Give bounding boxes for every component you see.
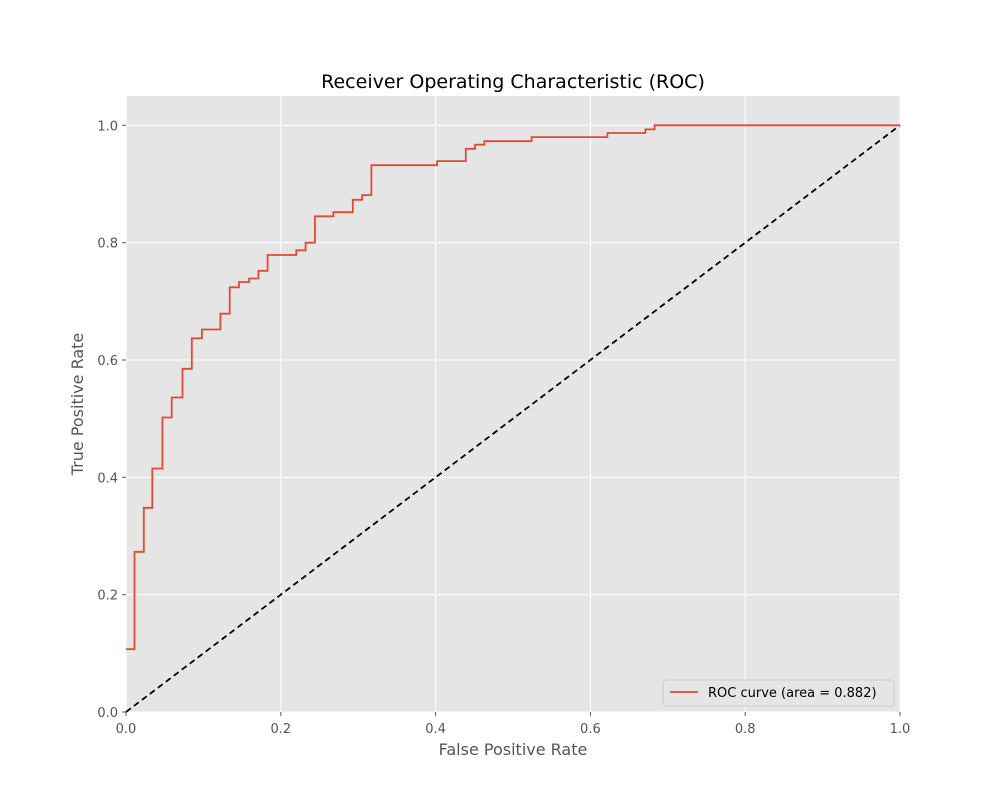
- y-tick-label: 0.8: [97, 237, 118, 252]
- legend-box: [662, 679, 895, 707]
- x-tick-label: 0.0: [116, 722, 137, 737]
- x-tick-label: 0.4: [425, 722, 446, 737]
- x-tick-label: 0.2: [270, 722, 291, 737]
- tick-labels: 0.0 0.2 0.4 0.6 0.8 1.0 0.0 0.2 0.4 0.6 0.8 1.0: [97, 119, 910, 737]
- x-axis-label: False Positive Rate: [439, 740, 588, 759]
- y-tick-label: 0.6: [97, 354, 118, 369]
- chance-diagonal-line: [125, 124, 901, 713]
- plot-background: [126, 96, 900, 712]
- series-layer: [125, 124, 901, 713]
- y-tick-label: 0.4: [97, 471, 118, 486]
- x-tick-label: 0.6: [580, 722, 601, 737]
- y-axis-label: True Positive Rate: [68, 333, 87, 477]
- chart-title: Receiver Operating Characteristic (ROC): [321, 71, 705, 93]
- legend: ROC curve (area = 0.882): [662, 679, 895, 707]
- grid: [125, 96, 901, 713]
- legend-label: ROC curve (area = 0.882): [708, 686, 877, 701]
- y-tick-label: 1.0: [97, 119, 118, 134]
- x-tick-label: 1.0: [890, 722, 911, 737]
- roc-curve-line: [126, 124, 900, 651]
- y-tick-label: 0.2: [97, 589, 118, 604]
- y-tick-label: 0.0: [97, 706, 118, 721]
- x-tick-label: 0.8: [735, 722, 756, 737]
